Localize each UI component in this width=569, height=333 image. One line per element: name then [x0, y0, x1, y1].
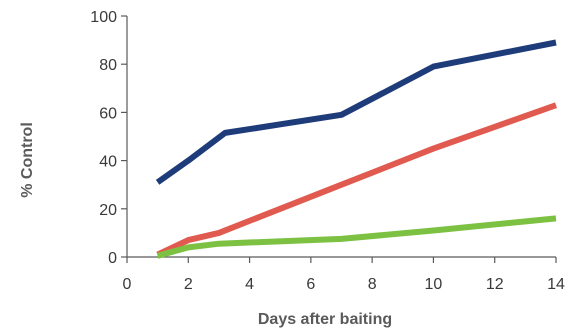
- x-ticks: 0 2 4 6 8 10 12 14: [123, 257, 565, 293]
- series-line-1: [155, 39, 557, 185]
- x-axis-title: Days after baiting: [258, 311, 392, 328]
- y-tick-label: 40: [99, 154, 117, 171]
- x-tick-label: 8: [368, 276, 377, 293]
- x-tick-label: 10: [425, 276, 443, 293]
- y-tick-label: 80: [99, 57, 117, 74]
- series-lines: [155, 39, 558, 259]
- x-tick-label: 6: [306, 276, 315, 293]
- series-line-3: [156, 215, 557, 259]
- x-tick-label: 14: [547, 276, 565, 293]
- x-tick-label: 4: [245, 276, 254, 293]
- y-tick-label: 60: [99, 105, 117, 122]
- series-line-2: [156, 102, 558, 258]
- y-tick-label: 0: [108, 250, 117, 267]
- x-tick-label: 2: [184, 276, 193, 293]
- axes: [126, 16, 556, 258]
- y-tick-label: 20: [99, 202, 117, 219]
- x-tick-label: 0: [123, 276, 132, 293]
- y-axis-title: % Control: [19, 122, 36, 198]
- x-tick-label: 12: [486, 276, 504, 293]
- y-tick-label: 100: [90, 9, 117, 26]
- y-ticks: 0 20 40 60 80 100: [90, 9, 127, 267]
